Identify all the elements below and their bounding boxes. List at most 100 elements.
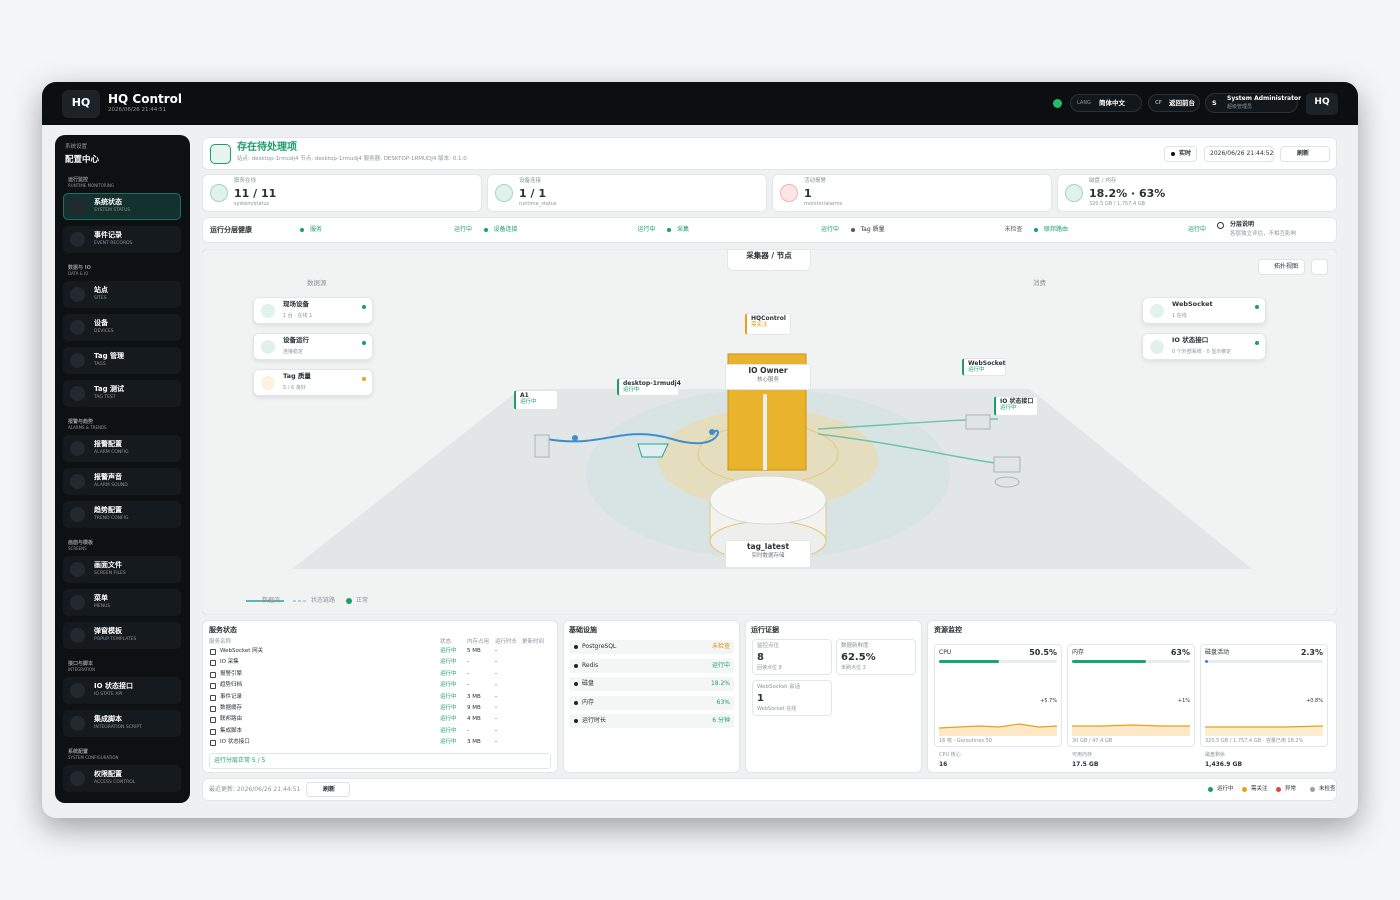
refresh-button[interactable] — [1280, 146, 1330, 162]
service-name: 数据缓存 — [220, 705, 243, 711]
service-status: 运行中 — [440, 648, 457, 654]
topology-card-name: IO 状态接口 — [1172, 336, 1209, 344]
nav-icon — [70, 716, 85, 731]
evidence-sub: 回读点位 8 — [757, 665, 782, 671]
service-memory: 5 MB — [467, 648, 481, 654]
user-menu[interactable] — [1205, 93, 1298, 113]
footer-refresh-button[interactable] — [306, 782, 350, 797]
topology-card-name: WebSocket — [1172, 300, 1213, 308]
scene-label-status: 运行中 — [1000, 405, 1017, 411]
service-status: 运行中 — [440, 739, 457, 746]
nav-sub: TAGS — [94, 362, 106, 367]
status-dot — [574, 719, 578, 723]
footer-legend-label: 异常 — [1285, 786, 1297, 792]
topology-card[interactable] — [1142, 297, 1266, 324]
nav-icon — [70, 441, 85, 456]
scene-label-status: 核心服务 — [756, 377, 780, 383]
status-dot — [1034, 228, 1038, 232]
logo-text: HQ — [1314, 97, 1330, 107]
scene-label-name: IO 状态接口 — [1000, 398, 1034, 405]
nav-sub: SYSTEM STATUS — [94, 208, 131, 213]
kpi-label: 磁盘 / 内存 — [1089, 178, 1117, 184]
kpi-label: 设备连接 — [519, 178, 542, 184]
service-name: 报警引擎 — [220, 670, 243, 677]
server-icon — [534, 434, 550, 458]
footer-legend-label: 未检查 — [1319, 786, 1336, 792]
panel-title: 服务状态 — [209, 626, 237, 634]
evidence-label: 监控点位 — [757, 643, 780, 649]
resource-name: 内存 — [1072, 649, 1085, 656]
service-uptime: - — [495, 716, 497, 723]
evidence-label: 数据新鲜度 — [841, 643, 869, 649]
scene-label-status: 实时数据存储 — [751, 553, 785, 559]
nav-label: 菜单 — [94, 594, 108, 602]
nav-group-subtitle: ALARMS & TRENDS — [68, 425, 107, 430]
fullscreen-button[interactable] — [1311, 259, 1328, 275]
sparkline-area — [1205, 726, 1323, 736]
scene-label — [745, 313, 791, 335]
status-dot — [574, 682, 578, 686]
kpi-icon — [780, 184, 798, 202]
nav-label: 趋势配置 — [94, 506, 122, 514]
evidence-card — [752, 680, 832, 716]
legend-label: 正常 — [356, 597, 369, 604]
kpi-sub: monitor/alarms — [804, 201, 843, 207]
services-footer — [209, 753, 551, 769]
nav-sub: EVENT RECORDS — [94, 241, 133, 246]
topology-card-sub: 1 台 · 在线 1 — [283, 313, 313, 319]
nav-group-subtitle: SCREENS — [68, 546, 87, 551]
scene-label — [994, 396, 1038, 416]
node-title-card — [727, 249, 811, 271]
nav-icon — [70, 386, 85, 401]
resource-bar — [1205, 660, 1208, 663]
health-name: Tag 质量 — [860, 226, 885, 233]
health-name: 采集 — [677, 226, 690, 233]
resource-delta: +1% — [1177, 698, 1190, 704]
nav-sub: ACCESS CONTROL — [94, 780, 136, 785]
status-dot — [483, 228, 488, 232]
status-link — [817, 433, 1003, 465]
service-icon — [210, 683, 216, 690]
kpi-value: 1 — [804, 187, 812, 200]
table-header: 状态 — [440, 639, 452, 645]
language: 简体中文 — [1099, 99, 1125, 107]
evidence-panel — [745, 620, 922, 773]
resource-delta: +5.7% — [1040, 698, 1057, 704]
status-dot — [850, 228, 855, 232]
nav-sub: ALARM SOUND — [94, 483, 128, 488]
nav-icon — [70, 683, 85, 698]
resource-stat-value: 1,436.9 GB — [1205, 761, 1243, 768]
nav-icon — [70, 562, 85, 577]
topology-card[interactable] — [253, 333, 373, 360]
service-status: 运行中 — [440, 727, 457, 734]
resource-name: 磁盘活动 — [1205, 649, 1230, 656]
kpi-icon — [1065, 184, 1083, 202]
service-uptime: - — [495, 693, 497, 700]
node-title: 采集器 / 节点 — [746, 251, 792, 260]
nav-label: IO 状态接口 — [94, 682, 133, 690]
live-button[interactable] — [1164, 146, 1197, 162]
evidence-card — [836, 639, 916, 675]
topology-view-button[interactable] — [1258, 259, 1305, 275]
back-button[interactable] — [1148, 94, 1200, 112]
resource-bar — [1072, 660, 1147, 663]
nav-sub: DEVICES — [94, 329, 114, 334]
nav-label: 事件记录 — [94, 231, 122, 239]
footer-updated: 最近更新: 2026/06/26 21:44:51 — [209, 786, 301, 793]
table-header: 服务名称 — [209, 639, 232, 645]
topology-card[interactable] — [1142, 333, 1266, 360]
sparkline-line — [1205, 725, 1324, 728]
topology-card-icon — [1150, 304, 1164, 318]
view-button-label: 拓扑视图 — [1274, 263, 1299, 270]
service-icon — [210, 706, 216, 712]
resource-name: CPU — [939, 649, 952, 656]
status-dot — [574, 645, 578, 649]
topology-card[interactable] — [253, 369, 373, 396]
kpi-icon — [210, 184, 228, 202]
evidence-value: 1 — [757, 693, 764, 704]
kpi-card — [202, 174, 482, 212]
topology-card-icon — [1150, 340, 1164, 354]
nav-group-subtitle: INTEGRATION — [68, 667, 96, 672]
language-select[interactable] — [1070, 94, 1142, 112]
topology-card[interactable] — [253, 297, 373, 324]
